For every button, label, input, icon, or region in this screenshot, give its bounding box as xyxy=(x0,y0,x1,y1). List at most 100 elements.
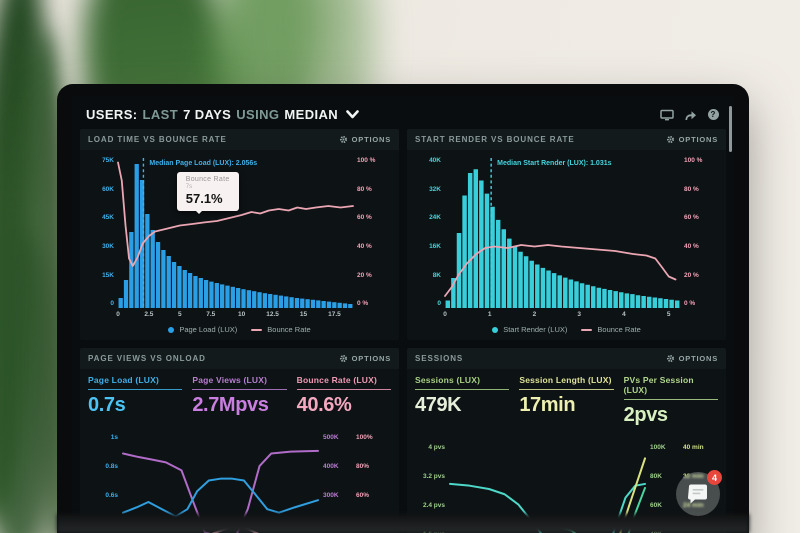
legend-bounce-rate[interactable]: Bounce Rate xyxy=(581,325,641,334)
panel-sessions: SESSIONS OPTIONS Sessions (LUX) 479K xyxy=(407,348,726,533)
axis-tick: 60% xyxy=(356,492,370,499)
axis-tick: 1s xyxy=(110,434,118,441)
axis-tick: 5 xyxy=(178,311,182,318)
metric-bounce-rate: Bounce Rate (LUX) 40.6% xyxy=(296,375,391,417)
start-render-chart[interactable] xyxy=(445,158,680,308)
axis-tick: 8K xyxy=(432,271,441,279)
legend-dot xyxy=(168,326,175,333)
title-median: MEDIAN xyxy=(284,107,339,122)
options-label: OPTIONS xyxy=(351,135,391,144)
axis-tick: 2.4 pvs xyxy=(422,502,445,509)
axis-tick: 32K xyxy=(429,185,441,193)
axis-tick: 300K xyxy=(323,492,339,499)
screen: USERS: LAST 7 DAYS USING MEDIAN xyxy=(72,96,734,533)
axis-tick: 10 xyxy=(238,311,246,318)
options-button[interactable]: OPTIONS xyxy=(339,354,391,363)
axis-tick: 4 xyxy=(622,311,626,318)
axis-tick: 60K xyxy=(650,502,662,509)
legend-bounce-rate[interactable]: Bounce Rate xyxy=(251,325,311,334)
options-button[interactable]: OPTIONS xyxy=(666,354,718,363)
panel-title: START RENDER VS BOUNCE RATE xyxy=(415,135,575,144)
options-label: OPTIONS xyxy=(678,354,718,363)
laptop: USERS: LAST 7 DAYS USING MEDIAN xyxy=(57,84,749,533)
chat-notification-badge: 4 xyxy=(707,470,722,485)
metric-label: Page Load (LUX) xyxy=(88,375,160,385)
axis-tick: 40 % xyxy=(684,243,699,251)
panel-load-time-vs-bounce-rate: LOAD TIME VS BOUNCE RATE OPTIONS 75K 60K 4… xyxy=(80,129,399,340)
share-icon[interactable] xyxy=(683,108,697,121)
y-axis-right: 100 % 80 % 60 % 40 % 20 % 0 % xyxy=(357,157,393,308)
legend-dot xyxy=(492,326,499,333)
tooltip-title: Bounce Rate xyxy=(185,175,230,183)
axis-tick: 60K xyxy=(102,185,114,193)
metric-value: 40.6% xyxy=(296,394,352,416)
metric-pvs-per-session: PVs Per Session (LUX) 2pvs xyxy=(623,375,718,427)
metric-row: Page Load (LUX) 0.7s Page Views (LUX) 2.… xyxy=(80,369,399,421)
panel-page-views-vs-onload: PAGE VIEWS VS ONLOAD OPTIONS Page Load (… xyxy=(80,348,399,533)
axis-tick: 100K xyxy=(650,444,666,451)
scrollbar[interactable] xyxy=(729,106,732,152)
options-button[interactable]: OPTIONS xyxy=(339,135,391,144)
gear-icon xyxy=(666,354,674,363)
axis-tick: 3 xyxy=(577,311,582,318)
legend-page-load[interactable]: Page Load (LUX) xyxy=(168,325,237,334)
display-icon[interactable] xyxy=(660,108,674,121)
axis-tick: 12.5 xyxy=(266,311,279,318)
metric-page-views: Page Views (LUX) 2.7Mpvs xyxy=(192,375,287,417)
axis-tick: 30K xyxy=(102,243,114,251)
help-icon[interactable]: ? xyxy=(706,108,720,121)
axis-tick: 3.2 pvs xyxy=(422,473,445,480)
time-range-selector[interactable]: USERS: LAST 7 DAYS USING MEDIAN xyxy=(86,107,359,122)
axis-tick: 60 % xyxy=(684,214,699,222)
panel-title: SESSIONS xyxy=(415,354,464,363)
chat-widget-button[interactable]: 4 xyxy=(676,470,722,516)
axis-tick: 2.5 xyxy=(144,311,154,318)
axis-tick: 2 xyxy=(532,311,537,318)
legend-label: Page Load (LUX) xyxy=(179,325,238,334)
load-time-chart[interactable] xyxy=(118,158,353,308)
y-axis-left: 75K 60K 45K 30K 15K 0 xyxy=(86,157,114,308)
title-days: 7 DAYS xyxy=(183,107,232,122)
legend-dash xyxy=(251,328,263,331)
gear-icon xyxy=(339,135,347,144)
legend-start-render[interactable]: Start Render (LUX) xyxy=(492,325,567,334)
dashboard-header: USERS: LAST 7 DAYS USING MEDIAN xyxy=(78,105,728,129)
axis-tick: 75K xyxy=(102,157,114,164)
axis-tick: 7.5 xyxy=(206,311,216,318)
title-users: USERS: xyxy=(86,107,138,122)
axis-tick: 0 xyxy=(110,300,114,308)
legend-label: Bounce Rate xyxy=(597,325,641,334)
axis-tick: 4 pvs xyxy=(428,444,445,451)
axis-tick: 400K xyxy=(323,463,339,470)
axis-tick: 1 xyxy=(487,311,492,318)
plot-load-time[interactable]: Median Page Load (LUX): 2.056s Bounce Ra… xyxy=(118,158,353,308)
metric-value: 479K xyxy=(415,394,462,416)
header-icons: ? xyxy=(660,108,720,121)
median-line-label: Median Page Load (LUX): 2.056s xyxy=(149,160,258,167)
chat-bubble-icon xyxy=(688,484,707,504)
metric-label: Bounce Rate (LUX) xyxy=(296,375,378,385)
panel-title: PAGE VIEWS VS ONLOAD xyxy=(88,354,206,363)
chart-area: 40K 32K 24K 16K 8K 0 Median Start Render (LUX… xyxy=(407,150,726,340)
plot-start-render[interactable]: Median Start Render (LUX): 1.031s xyxy=(445,158,680,308)
gear-icon xyxy=(339,354,347,363)
options-label: OPTIONS xyxy=(678,135,718,144)
metric-value: 2.7Mpvs xyxy=(192,394,269,416)
metric-label: PVs Per Session (LUX) xyxy=(623,375,694,395)
options-label: OPTIONS xyxy=(351,354,391,363)
axis-tick: 80K xyxy=(650,473,662,480)
gear-icon xyxy=(666,135,674,144)
axis-tick: 80 % xyxy=(357,185,372,193)
axis-tick: 500K xyxy=(323,434,339,441)
tooltip-bin: 7s xyxy=(185,183,193,190)
x-axis: 0 2.5 5 7.5 10 12.5 15 17.5 xyxy=(116,308,353,321)
panel-head: SESSIONS OPTIONS xyxy=(407,348,726,369)
axis-tick: 20 % xyxy=(684,271,699,279)
options-button[interactable]: OPTIONS xyxy=(666,135,718,144)
panel-title: LOAD TIME VS BOUNCE RATE xyxy=(88,135,227,144)
metric-value: 2pvs xyxy=(623,404,668,426)
median-line-label: Median Start Render (LUX): 1.031s xyxy=(497,160,612,167)
axis-tick: 0 % xyxy=(684,300,696,308)
metric-row: Sessions (LUX) 479K Session Length (LUX)… xyxy=(407,369,726,431)
